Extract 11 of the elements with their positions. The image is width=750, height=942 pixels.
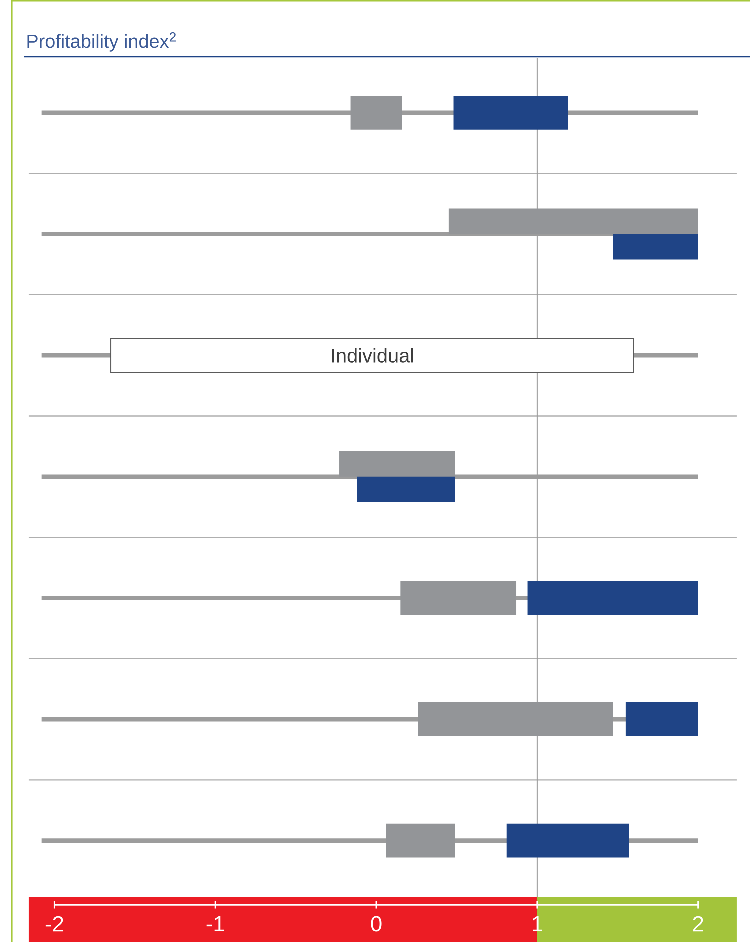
x-tick-label: 0 (371, 916, 382, 932)
x-tick-label: 2 (693, 916, 704, 932)
bar (110, 338, 634, 374)
bar (626, 702, 698, 736)
x-tick-label: -1 (206, 916, 224, 932)
bar (454, 96, 568, 130)
chart-title: Profitability index$^{2}$ (28, 32, 176, 52)
bar (506, 824, 630, 858)
bar (528, 581, 698, 616)
x-tick-label: -2 (46, 916, 64, 932)
data-label: Individual (332, 348, 414, 363)
